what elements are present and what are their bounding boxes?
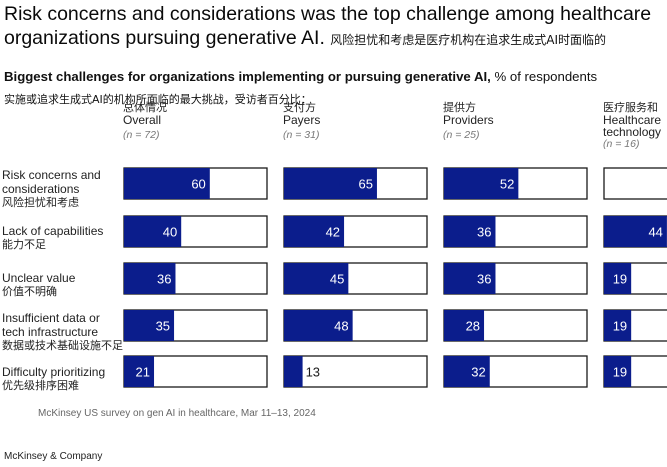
row-label-cn: 价值不明确 <box>2 285 57 298</box>
row-label-data: Insufficient data or tech infrastructure… <box>2 311 123 353</box>
bar-overall-risk-concerns-and-considerations <box>124 168 210 199</box>
title-cn: 风险担忧和考虑是医疗机构在追求生成式AI时面临的 <box>330 33 607 47</box>
row-label-prioritizing: Difficulty prioritizing 优先级排序困难 <box>2 365 105 393</box>
bar-overall-lack-of-capabilities-label: 40 <box>163 225 177 240</box>
subtitle-unit: % of respondents <box>494 69 598 84</box>
column-header-healthcare-technology: 医疗服务和 Healthcare technology (n = 16) <box>603 101 661 151</box>
subtitle-text: Biggest challenges for organizations imp… <box>4 69 491 84</box>
bar-payers-risk-concerns-and-considerations <box>284 168 377 199</box>
column-header-en: Overall <box>123 113 162 127</box>
bar-payers-difficulty-prioritizing-label: 13 <box>306 365 320 380</box>
bar-providers-unclear-value-label: 36 <box>477 272 491 287</box>
source-note: McKinsey US survey on gen AI in healthca… <box>38 408 316 419</box>
bar-overall-insufficient-data-or-tech-infrastructure-label: 35 <box>156 319 170 334</box>
row-label-cn: 能力不足 <box>2 238 46 251</box>
column-header-en: Payers <box>283 113 321 127</box>
column-header-overall: 总体情况 Overall (n = 72) <box>123 101 167 142</box>
bar-overall-unclear-value <box>124 263 176 294</box>
column-header-n: (n = 31) <box>283 129 320 141</box>
brand-name: McKinsey & Company <box>4 451 103 462</box>
row-label-en: Risk concerns and <box>2 168 101 182</box>
column-header-n: (n = 72) <box>123 129 160 141</box>
bar-providers-difficulty-prioritizing <box>444 356 490 387</box>
bar-healthcare-technology-insufficient-data-or-tech-infrastructure <box>604 310 632 341</box>
bar-healthcare-technology-unclear-value <box>604 263 632 294</box>
title-line-1: Risk concerns and considerations was the… <box>4 3 652 25</box>
title-line-2: organizations pursuing generative AI. <box>4 27 325 49</box>
bar-providers-difficulty-prioritizing-label: 32 <box>471 365 485 380</box>
bar-healthcare-technology-insufficient-data-or-tech-infrastructure-label: 19 <box>613 319 627 334</box>
row-label-en: Insufficient data or <box>2 311 100 325</box>
bar-healthcare-technology-risk-concerns-and-considerations-frame <box>603 167 667 200</box>
column-header-cn: 总体情况 <box>123 101 167 114</box>
bar-providers-lack-of-capabilities-label: 36 <box>477 225 491 240</box>
bar-payers-risk-concerns-and-considerations-label: 65 <box>358 177 372 192</box>
bar-healthcare-technology-difficulty-prioritizing <box>604 356 632 387</box>
bar-payers-insufficient-data-or-tech-infrastructure <box>284 310 353 341</box>
bar-payers-difficulty-prioritizing <box>284 356 303 387</box>
bar-healthcare-technology-unclear-value-label: 19 <box>613 272 627 287</box>
row-label-en: Lack of capabilities <box>2 224 104 238</box>
column-header-en-2: technology <box>603 125 662 139</box>
column-header-payers: 支付方 Payers (n = 31) <box>283 101 320 142</box>
subtitle-cn: 实施或追求生成式AI的机构所面临的最大挑战，受访者百分比： <box>4 93 312 106</box>
chart-title: Risk concerns and considerations was the… <box>4 2 667 52</box>
bar-healthcare-technology-difficulty-prioritizing-label: 19 <box>613 365 627 380</box>
row-label-cn: 数据或技术基础设施不足 <box>2 339 123 352</box>
column-header-en: Providers <box>443 113 494 127</box>
bar-healthcare-technology-lack-of-capabilities <box>604 216 667 247</box>
bar-overall-insufficient-data-or-tech-infrastructure <box>124 310 175 341</box>
row-label-cn: 优先级排序困难 <box>2 379 79 392</box>
column-header-n: (n = 16) <box>603 138 640 150</box>
row-label-value: Unclear value 价值不明确 <box>2 271 75 299</box>
bar-overall-risk-concerns-and-considerations-label: 60 <box>191 177 205 192</box>
bar-overall-difficulty-prioritizing <box>124 356 155 387</box>
bar-overall-unclear-value-label: 36 <box>157 272 171 287</box>
bar-payers-lack-of-capabilities <box>284 216 345 247</box>
bar-providers-risk-concerns-and-considerations <box>444 168 519 199</box>
column-header-providers: 提供方 Providers (n = 25) <box>443 101 494 142</box>
bar-overall-lack-of-capabilities <box>124 216 182 247</box>
bar-providers-risk-concerns-and-considerations-label: 52 <box>500 177 514 192</box>
row-label-en: Unclear value <box>2 271 76 285</box>
chart-subtitle: Biggest challenges for organizations imp… <box>4 69 597 84</box>
column-header-en: Healthcare <box>603 113 662 127</box>
bar-providers-insufficient-data-or-tech-infrastructure-label: 28 <box>466 319 480 334</box>
bar-providers-insufficient-data-or-tech-infrastructure <box>444 310 485 341</box>
bar-healthcare-technology-lack-of-capabilities-label: 44 <box>648 225 662 240</box>
bar-payers-lack-of-capabilities-label: 42 <box>326 225 340 240</box>
bar-overall-difficulty-prioritizing-label: 21 <box>136 365 150 380</box>
row-label-risk: Risk concerns and considerations 风险担忧和考虑 <box>2 168 101 210</box>
column-header-cn: 医疗服务和 <box>603 101 658 114</box>
row-label-en-2: considerations <box>2 182 80 196</box>
row-label-capabilities: Lack of capabilities 能力不足 <box>2 224 103 252</box>
column-header-n: (n = 25) <box>443 129 480 141</box>
bar-providers-lack-of-capabilities <box>444 216 496 247</box>
column-header-cn: 支付方 <box>283 101 316 114</box>
column-header-cn: 提供方 <box>443 101 476 114</box>
bar-payers-insufficient-data-or-tech-infrastructure-label: 48 <box>334 319 348 334</box>
bar-payers-unclear-value <box>284 263 349 294</box>
bar-providers-unclear-value <box>444 263 496 294</box>
row-label-cn: 风险担忧和考虑 <box>2 196 79 209</box>
row-label-en-2: tech infrastructure <box>2 325 99 339</box>
bar-payers-unclear-value-label: 45 <box>330 272 344 287</box>
row-label-en: Difficulty prioritizing <box>2 365 106 379</box>
bar-payers-difficulty-prioritizing-frame <box>283 355 428 388</box>
